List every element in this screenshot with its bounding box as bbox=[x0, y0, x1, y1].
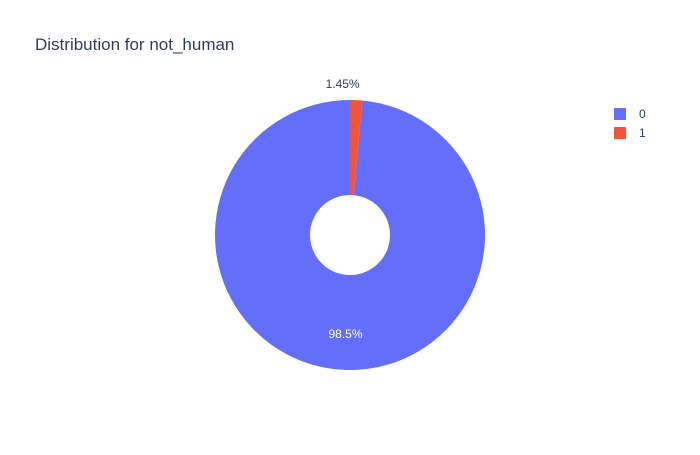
slice-label-1: 1.45% bbox=[326, 77, 360, 91]
pie-slices bbox=[214, 100, 485, 370]
pie-slice-1 bbox=[350, 100, 363, 196]
legend-swatch-0[interactable] bbox=[614, 108, 626, 120]
slice-labels: 98.5% 1.45% bbox=[326, 77, 363, 341]
slice-label-0: 98.5% bbox=[328, 327, 362, 341]
legend-label-1[interactable]: 1 bbox=[639, 126, 646, 140]
pie-slice-0 bbox=[214, 100, 485, 370]
legend-swatch-1[interactable] bbox=[614, 127, 626, 139]
legend: 01 bbox=[614, 107, 646, 140]
legend-label-0[interactable]: 0 bbox=[639, 107, 646, 121]
chart-title: Distribution for not_human bbox=[35, 35, 234, 54]
